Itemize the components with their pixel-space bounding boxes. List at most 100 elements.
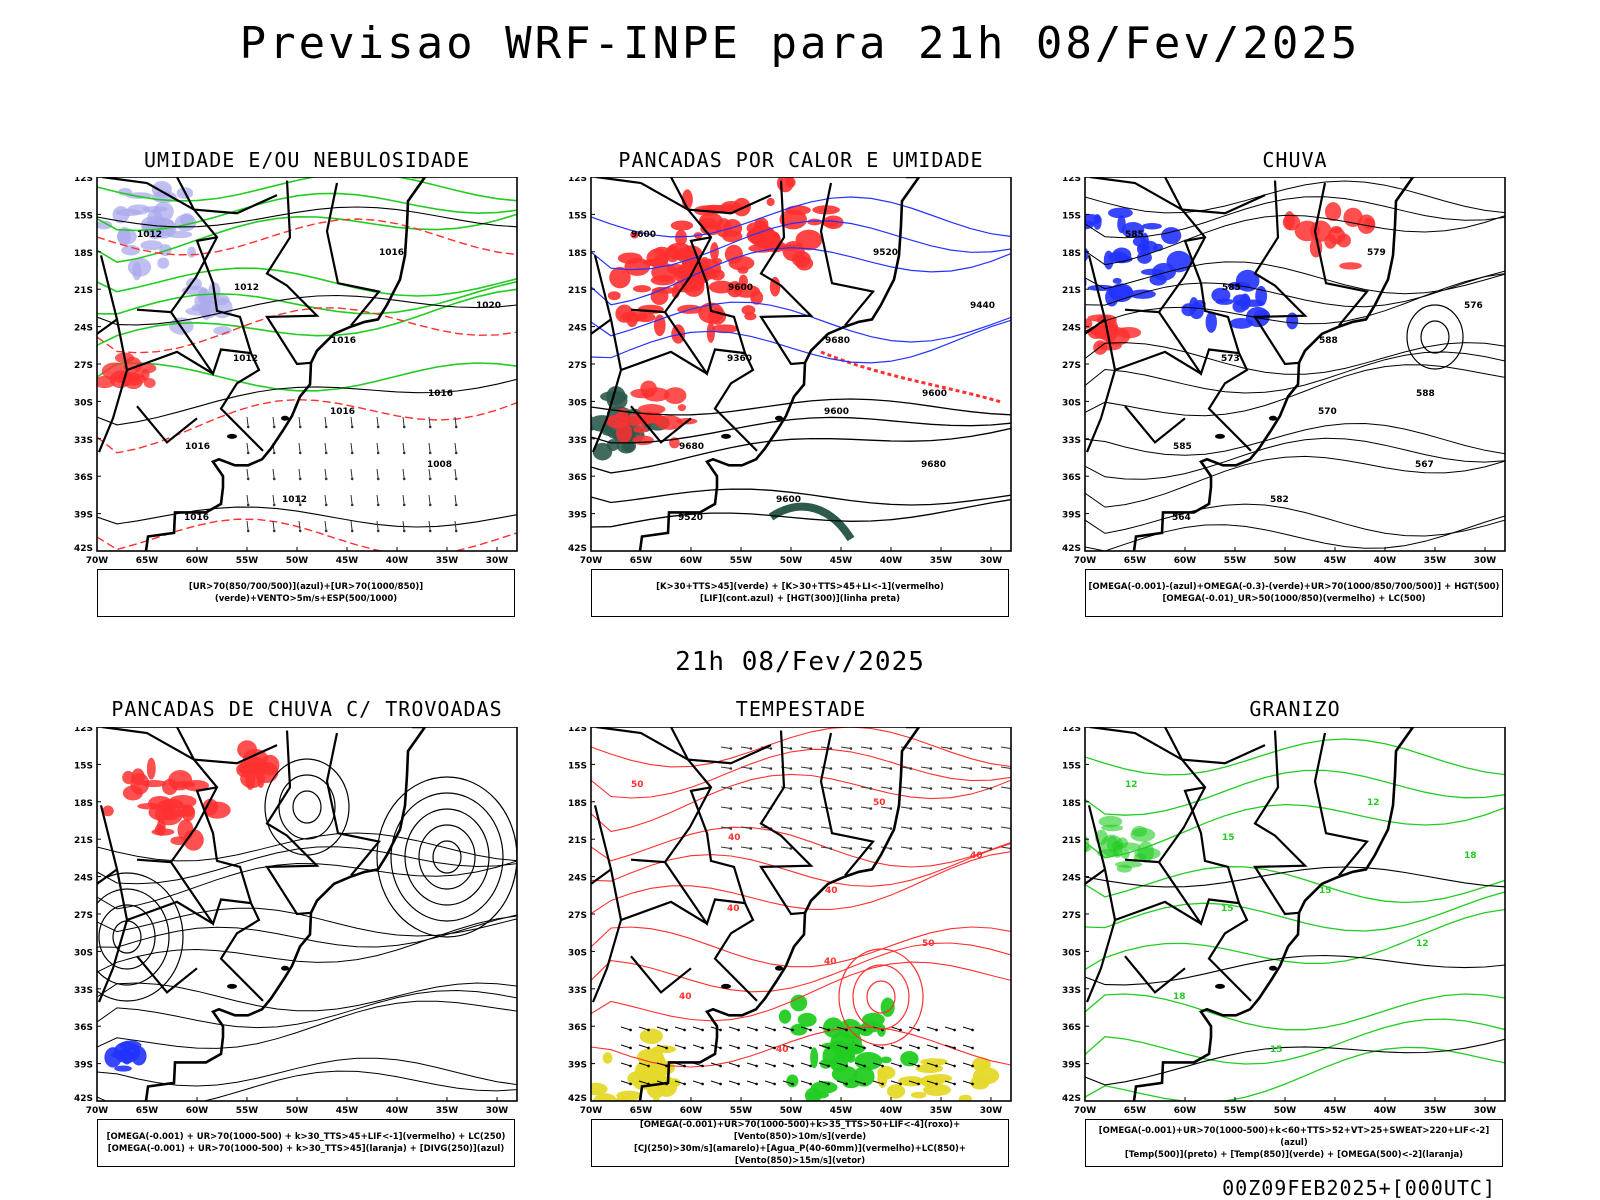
latitude-tick-label: 24S <box>74 324 93 334</box>
contour-label: 9520 <box>678 513 703 523</box>
country-border <box>325 732 382 877</box>
latitude-tick-label: 39S <box>1062 511 1081 521</box>
longitude-tick-label: 40W <box>386 556 409 566</box>
contour-label: 40 <box>727 904 740 914</box>
longitude-tick-label: 60W <box>186 556 209 566</box>
legend-caption: [OMEGA(-0.001)-(azul)+OMEGA(-0.3)-(verde… <box>1085 569 1503 617</box>
longitude-tick-label: 30W <box>1474 556 1497 566</box>
latitude-tick-label: 33S <box>74 986 93 996</box>
latitude-tick-label: 30S <box>568 398 587 408</box>
country-border <box>1313 732 1370 877</box>
latitude-tick-label: 27S <box>1062 911 1081 921</box>
temp-500-contours <box>1085 866 1505 1086</box>
lake-marker <box>721 983 731 989</box>
longitude-tick-label: 70W <box>86 1106 109 1116</box>
country-border <box>170 861 252 927</box>
contour-label: 15 <box>1222 833 1235 843</box>
longitude-tick-label: 50W <box>1274 556 1297 566</box>
longitude-tick-label: 40W <box>1374 556 1397 566</box>
country-border <box>670 177 772 215</box>
country-border <box>670 727 772 765</box>
contour-label: 9680 <box>921 460 946 470</box>
wind-vectors <box>246 416 458 533</box>
contour-label: 40 <box>970 851 983 861</box>
country-border <box>97 868 118 885</box>
longitude-tick-label: 45W <box>830 556 853 566</box>
country-border <box>1085 868 1106 885</box>
country-border <box>664 311 746 377</box>
contour-label: 9440 <box>970 301 995 311</box>
lagoa-dos-patos <box>775 415 783 421</box>
contour-label: 1016 <box>330 407 355 417</box>
longitude-tick-label: 60W <box>680 1106 703 1116</box>
country-border <box>176 727 278 765</box>
latitude-tick-label: 42S <box>1062 1094 1081 1104</box>
latitude-tick-label: 18S <box>74 249 93 259</box>
latitude-tick-label: 33S <box>1062 436 1081 446</box>
longitude-tick-label: 40W <box>880 556 903 566</box>
longitude-tick-label: 55W <box>1224 1106 1247 1116</box>
legend-caption: [OMEGA(-0.001)+UR>70(1000-500)+k>35_TTS>… <box>591 1119 1009 1167</box>
contour-label: 582 <box>1270 495 1289 505</box>
latitude-tick-label: 24S <box>568 874 587 884</box>
latitude-tick-label: 15S <box>568 211 587 221</box>
panel-title: TEMPESTADE <box>735 697 867 721</box>
longitude-tick-label: 30W <box>980 556 1003 566</box>
longitude-tick-label: 30W <box>1474 1106 1497 1116</box>
contour-label: 588 <box>1416 389 1435 399</box>
latitude-tick-label: 12S <box>568 727 587 734</box>
latitude-tick-label: 33S <box>1062 986 1081 996</box>
legend-caption-line: [CJ(250)>30m/s](amarelo)+[Agua_P(40-60mm… <box>633 1144 967 1166</box>
country-border <box>1114 900 1202 925</box>
lagoa-dos-patos <box>281 415 289 421</box>
contour-label: 9680 <box>679 442 704 452</box>
wind-vectors-850 <box>620 1026 974 1086</box>
contour-label: 1012 <box>234 283 259 293</box>
country-border <box>265 180 320 366</box>
contour-label: 585 <box>1173 442 1192 452</box>
panel-title: GRANIZO <box>1249 697 1341 721</box>
storm-red-area <box>102 757 231 851</box>
contour-label: 585 <box>1125 230 1144 240</box>
contour-label: 15 <box>1319 886 1332 896</box>
latitude-tick-label: 36S <box>1062 1023 1081 1033</box>
contour-label: 576 <box>1464 301 1483 311</box>
contour-label: 40 <box>824 957 837 967</box>
divergence-blue-area <box>104 1040 147 1072</box>
streamlines <box>97 832 517 1101</box>
main-title: Previsao WRF-INPE para 21h 08/Fev/2025 <box>239 18 1361 69</box>
latitude-tick-label: 24S <box>74 874 93 884</box>
latitude-tick-label: 39S <box>74 1061 93 1071</box>
anticyclone-circulation <box>376 776 517 938</box>
latitude-tick-label: 24S <box>1062 324 1081 334</box>
latitude-tick-label: 21S <box>568 286 587 296</box>
legend-caption-line: [UR>70(850/700/500)](azul)+[UR>70(1000/8… <box>188 582 424 604</box>
latitude-tick-label: 15S <box>74 211 93 221</box>
latitude-tick-label: 15S <box>568 761 587 771</box>
coastline <box>1132 177 1415 551</box>
country-border <box>591 318 612 335</box>
latitude-tick-label: 21S <box>74 286 93 296</box>
map-trovoadas: 12S 15S 18S 21S 24S 27S 30S 33S 36S 39S 42S 70W 65W 6… <box>74 727 518 1116</box>
country-border <box>136 405 198 444</box>
legend-caption-line: [Temp(500)](preto) + [Temp(850)](verde) … <box>1124 1150 1464 1160</box>
legend-caption-line: [OMEGA(-0.01)_UR>50(1000/850)(vermelho) … <box>1162 594 1426 604</box>
longitude-tick-label: 45W <box>1324 1106 1347 1116</box>
map-tempestade: 50 40 40 50 40 40 50 40 40 40 12S 15S 18S 21S 24S 27S 30… <box>568 727 1012 1116</box>
contour-label: 50 <box>631 780 644 790</box>
latitude-tick-label: 36S <box>74 473 93 483</box>
contour-label: 1012 <box>233 354 258 364</box>
contour-label: 1016 <box>331 336 356 346</box>
longitude-tick-label: 70W <box>580 556 603 566</box>
longitude-tick-label: 55W <box>730 1106 753 1116</box>
country-border <box>1114 350 1202 375</box>
contour-label: 12 <box>1416 939 1429 949</box>
country-border <box>1124 405 1186 444</box>
contour-label: 588 <box>1319 336 1338 346</box>
coastline <box>638 727 921 1101</box>
latitude-tick-label: 12S <box>74 177 93 184</box>
latitude-tick-label: 33S <box>74 436 93 446</box>
longitude-tick-label: 40W <box>1374 1106 1397 1116</box>
contour-label: 564 <box>1172 513 1191 523</box>
cyclone-circulation <box>97 872 184 1002</box>
